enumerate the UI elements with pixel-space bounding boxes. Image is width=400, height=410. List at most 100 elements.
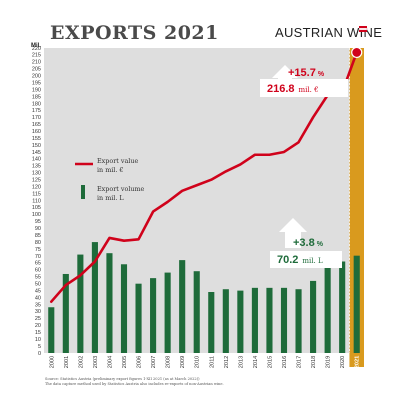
y-axis: 0510152025303540455055606570758085909510… — [32, 46, 41, 357]
volume-bar-2021 — [353, 255, 360, 353]
x-tick-2002: 2002 — [78, 356, 84, 368]
y-tick-190: 190 — [32, 87, 41, 93]
x-tick-2015: 2015 — [267, 356, 273, 368]
x-tick-2012: 2012 — [224, 356, 230, 368]
volume-change-unit: % — [317, 241, 324, 248]
volume-bar-2014 — [251, 287, 258, 353]
y-tick-65: 65 — [35, 261, 41, 267]
volume-bar-2004 — [106, 253, 113, 353]
x-tick-2013: 2013 — [238, 356, 244, 368]
footnote-source: Source: Statistics Austria (preliminary … — [45, 377, 200, 381]
y-tick-150: 150 — [32, 143, 41, 149]
y-tick-115: 115 — [32, 191, 41, 197]
y-tick-125: 125 — [32, 178, 41, 184]
volume-bar-2007 — [150, 278, 157, 353]
y-tick-165: 165 — [32, 122, 41, 128]
footnote-note: The data capture method used by Statisti… — [45, 382, 224, 386]
legend-bar-unit: in mil. L — [97, 194, 124, 202]
legend-bar-swatch — [81, 185, 85, 199]
x-tick-2008: 2008 — [166, 356, 172, 368]
y-tick-200: 200 — [32, 74, 41, 80]
y-tick-75: 75 — [35, 247, 41, 253]
volume-bar-2013 — [237, 290, 244, 353]
volume-bar-2015 — [266, 287, 273, 353]
y-axis-unit: Mil. — [31, 43, 41, 49]
y-tick-35: 35 — [35, 302, 41, 308]
y-tick-80: 80 — [35, 240, 41, 246]
volume-bar-2019 — [324, 265, 331, 353]
volume-bar-2001 — [62, 273, 69, 353]
x-tick-2014: 2014 — [253, 356, 259, 368]
x-tick-2016: 2016 — [282, 356, 288, 368]
volume-bar-2016 — [280, 287, 288, 353]
volume-bar-2010 — [193, 271, 200, 353]
value-2021: 216.8 mil. € — [267, 83, 319, 95]
x-tick-2006: 2006 — [137, 356, 143, 368]
y-tick-140: 140 — [32, 157, 41, 163]
volume-bar-2018 — [310, 280, 317, 353]
y-tick-120: 120 — [32, 184, 41, 190]
volume-change-number: +3.8 — [293, 237, 315, 249]
legend-bar-label: Export volume — [97, 185, 145, 193]
value-box — [260, 79, 348, 97]
y-tick-25: 25 — [35, 316, 41, 322]
y-tick-20: 20 — [35, 323, 41, 329]
value-change: +15.7% — [288, 67, 325, 79]
x-tick-2011: 2011 — [209, 356, 215, 368]
y-tick-170: 170 — [32, 115, 41, 121]
volume-bar-2008 — [164, 272, 171, 353]
volume-bar-2006 — [135, 283, 142, 353]
x-tick-2004: 2004 — [107, 356, 113, 368]
up-arrow-icon — [279, 218, 307, 248]
x-tick-2001: 2001 — [64, 356, 70, 368]
legend-line-label: Export value — [97, 157, 138, 165]
y-tick-95: 95 — [35, 219, 41, 225]
volume-bar-2020 — [339, 261, 346, 353]
austria-flag-icon — [358, 26, 368, 32]
y-tick-195: 195 — [32, 80, 41, 86]
y-tick-145: 145 — [32, 150, 41, 156]
value-change-number: +15.7 — [288, 67, 316, 79]
x-tick-2005: 2005 — [122, 356, 128, 368]
y-tick-45: 45 — [35, 288, 41, 294]
y-tick-155: 155 — [32, 136, 41, 142]
volume-bar-2005 — [120, 264, 128, 353]
x-tick-2010: 2010 — [195, 356, 201, 368]
x-tick-2018: 2018 — [311, 356, 317, 368]
y-tick-160: 160 — [32, 129, 41, 135]
volume-bar-2017 — [295, 289, 302, 353]
y-tick-0: 0 — [38, 351, 41, 357]
y-tick-55: 55 — [35, 275, 41, 281]
x-axis: 2000 2001 2002 2003 2004 2005 2006 2007 2008 2009… — [49, 356, 360, 368]
y-tick-15: 15 — [35, 330, 41, 336]
y-tick-180: 180 — [32, 101, 41, 107]
x-tick-2021: 2021 — [355, 356, 361, 368]
value-2021-marker — [351, 46, 363, 59]
legend-line-unit: in mil. € — [97, 166, 123, 174]
volume-bar-2000 — [48, 307, 55, 353]
y-tick-215: 215 — [32, 53, 41, 59]
y-tick-85: 85 — [35, 233, 41, 239]
volume-bar-2009 — [179, 260, 186, 353]
value-2021-unit: mil. € — [299, 86, 319, 94]
volume-bar-2003 — [91, 242, 98, 353]
volume-2021-unit: mil. L — [302, 257, 323, 265]
volume-bar-2011 — [208, 292, 215, 353]
brand-name: AUSTRIAN WINE — [275, 25, 382, 40]
y-tick-185: 185 — [32, 94, 41, 100]
y-tick-90: 90 — [35, 226, 41, 232]
value-line — [49, 51, 359, 304]
y-tick-130: 130 — [32, 171, 41, 177]
x-tick-2019: 2019 — [326, 356, 332, 368]
y-tick-210: 210 — [32, 60, 41, 66]
y-tick-105: 105 — [32, 205, 41, 211]
chart-title: EXPORTS 2021 — [50, 22, 219, 44]
y-tick-30: 30 — [35, 309, 41, 315]
volume-2021-number: 70.2 — [277, 254, 298, 266]
y-tick-100: 100 — [32, 212, 41, 218]
highlight-column-2021 — [349, 48, 364, 367]
y-tick-205: 205 — [32, 67, 41, 73]
y-tick-5: 5 — [38, 344, 41, 350]
y-tick-50: 50 — [35, 281, 41, 287]
